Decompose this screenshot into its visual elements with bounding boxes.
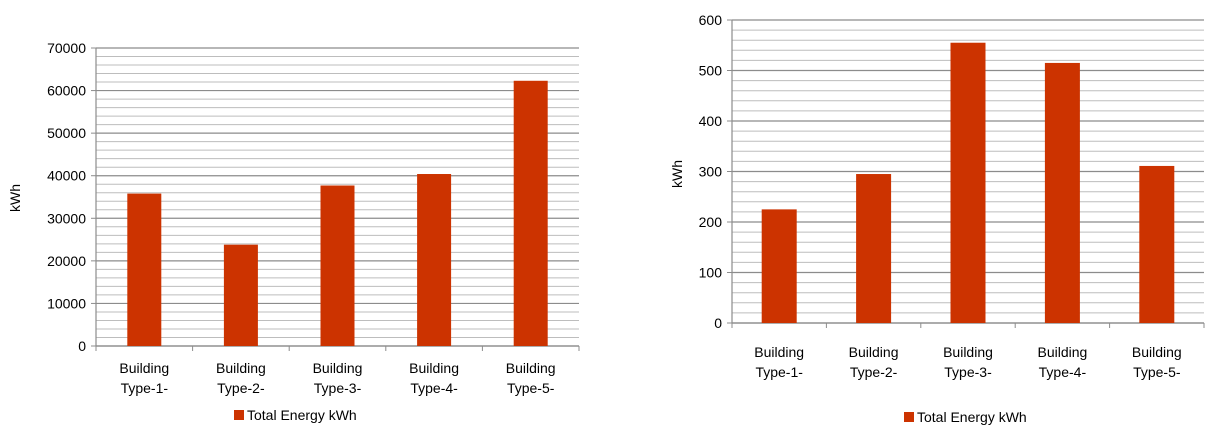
x-tick-label: Building (216, 360, 266, 376)
bar (320, 185, 355, 346)
y-axis-label: kWh (669, 160, 685, 188)
legend: Total Energy kWh (904, 409, 1027, 425)
y-tick-label: 300 (699, 164, 723, 180)
x-tick-label: Building (313, 360, 363, 376)
energy-chart-right: 0 100 200 300 400 500 600 kWh Building Type-1- Bui… (620, 0, 1214, 430)
chart-svg: 0 10000 20000 30000 40000 50000 60000 70000 kWh B… (7, 40, 580, 423)
bar (1139, 165, 1175, 323)
x-tick-label: Building (943, 344, 993, 360)
bar (1044, 62, 1080, 324)
y-tick-label: 50000 (47, 125, 86, 141)
x-tick-label: Type-5- (1133, 364, 1181, 380)
bar (127, 193, 162, 346)
y-tick-label: 400 (699, 113, 723, 129)
legend-swatch (904, 412, 914, 422)
y-axis-label: kWh (7, 184, 23, 212)
x-tick-label: Type-2- (217, 380, 265, 396)
energy-chart-left: 0 10000 20000 30000 40000 50000 60000 70000 kWh B… (0, 0, 600, 430)
x-tick-label: Building (409, 360, 459, 376)
y-tick-label: 100 (699, 265, 723, 281)
y-tick-label: 200 (699, 214, 723, 230)
x-tick-label: Type-2- (850, 364, 898, 380)
chart-svg: 0 100 200 300 400 500 600 kWh Building Type-1- Bui… (669, 12, 1205, 425)
x-tick-label: Building (1132, 344, 1182, 360)
legend: Total Energy kWh (234, 407, 357, 423)
x-tick-label: Building (849, 344, 899, 360)
y-tick-label: 40000 (47, 168, 86, 184)
x-tick-label: Building (119, 360, 169, 376)
y-tick-label: 70000 (47, 40, 86, 56)
x-tick-label: Type-5- (507, 380, 555, 396)
y-tick-label: 60000 (47, 83, 86, 99)
y-tick-label: 0 (78, 338, 86, 354)
bar (950, 42, 986, 323)
bar (513, 80, 548, 346)
x-tick-label: Type-1- (121, 380, 169, 396)
y-tick-label: 10000 (47, 295, 86, 311)
legend-label: Total Energy kWh (917, 409, 1027, 425)
y-tick-label: 30000 (47, 210, 86, 226)
bar (856, 174, 892, 323)
x-tick-label: Building (1037, 344, 1087, 360)
legend-label: Total Energy kWh (247, 407, 357, 423)
x-tick-label: Building (506, 360, 556, 376)
y-tick-label: 600 (699, 12, 723, 28)
y-tick-label: 20000 (47, 253, 86, 269)
y-tick-label: 500 (699, 63, 723, 79)
x-tick-label: Type-1- (755, 364, 803, 380)
bar (417, 174, 452, 346)
bar (223, 244, 258, 346)
bar (761, 209, 797, 323)
x-tick-label: Type-4- (1039, 364, 1087, 380)
x-tick-label: Type-3- (944, 364, 992, 380)
x-tick-label: Type-3- (314, 380, 362, 396)
x-tick-label: Type-4- (410, 380, 458, 396)
y-tick-label: 0 (714, 315, 722, 331)
legend-swatch (234, 410, 244, 420)
x-tick-label: Building (754, 344, 804, 360)
